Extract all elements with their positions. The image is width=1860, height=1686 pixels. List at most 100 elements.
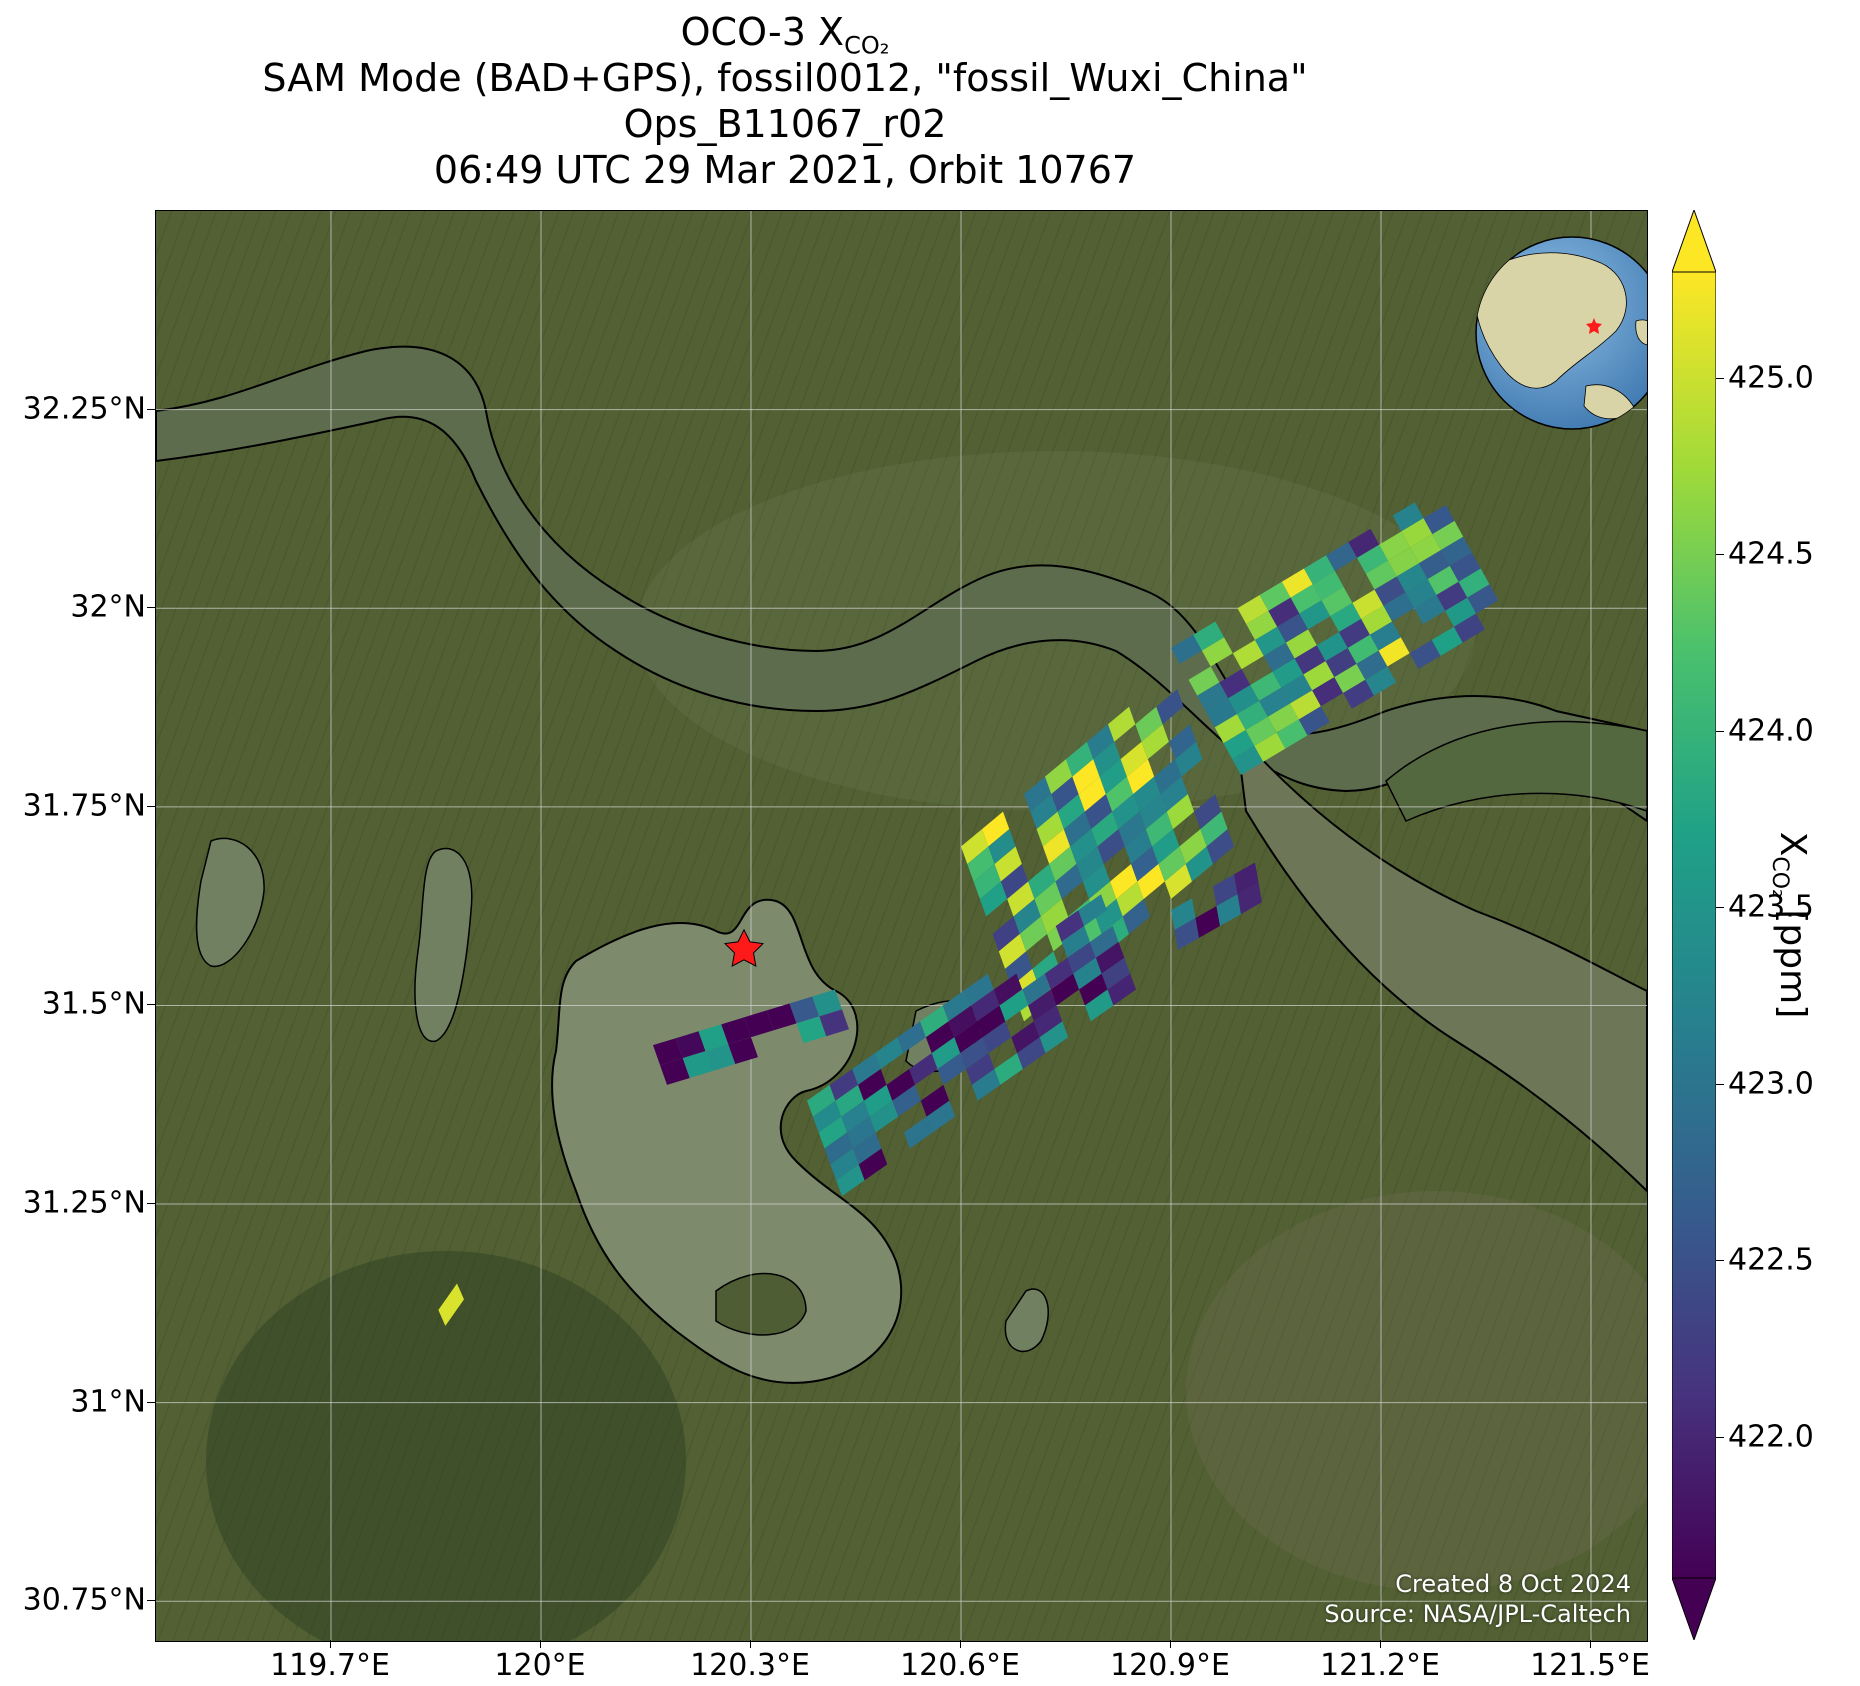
lat-tick (147, 607, 155, 609)
sounding-footprint (1078, 776, 1106, 812)
sounding-footprint (1156, 689, 1184, 725)
sounding-footprint (965, 973, 994, 1006)
sounding-footprint (954, 1021, 983, 1054)
map-panel[interactable]: Created 8 Oct 2024 Source: NASA/JPL-Calt… (155, 210, 1648, 1642)
sounding-footprint (1321, 587, 1353, 617)
sounding-footprint (1418, 549, 1450, 580)
sounding-footprint (675, 1031, 706, 1059)
sounding-footprint (824, 1132, 853, 1165)
sounding-footprint (920, 1084, 950, 1117)
lon-tick (960, 1640, 961, 1648)
sounding-footprint (1017, 1037, 1046, 1069)
sounding-footprint (1066, 741, 1094, 777)
sounding-footprint (858, 1148, 888, 1181)
map-title-line3: Ops_B11067_r02 (623, 102, 947, 146)
sounding-footprint (1188, 666, 1220, 696)
sounding-footprint (1276, 719, 1308, 749)
sounding-footprint (1095, 898, 1123, 934)
sounding-footprint (998, 933, 1027, 969)
lon-tick (1380, 1640, 1381, 1648)
sounding-footprint (1214, 714, 1246, 744)
sounding-footprint (830, 1148, 859, 1181)
sounding-footprint (1255, 626, 1286, 656)
sounding-footprint (835, 1084, 864, 1117)
sounding-footprint (1449, 552, 1481, 582)
sounding-footprint (1194, 794, 1222, 830)
sounding-footprint (1126, 759, 1155, 795)
colorbar-tick (1716, 907, 1724, 909)
sounding-footprint (1379, 531, 1411, 561)
sounding-footprint (1124, 829, 1153, 865)
sounding-footprint (1051, 776, 1079, 812)
sounding-footprint (1216, 894, 1241, 926)
lon-tick-label: 120.9°E (1110, 1648, 1230, 1683)
sounding-footprint (1175, 741, 1203, 777)
sounding-footprint (1079, 973, 1108, 1006)
sounding-footprint (1197, 682, 1229, 712)
credit-text: Created 8 Oct 2024 Source: NASA/JPL-Calt… (1324, 1570, 1631, 1628)
sounding-footprint (1357, 544, 1388, 574)
colorbar-tick-label: 423.5 (1728, 889, 1814, 925)
sounding-footprint (1237, 882, 1262, 915)
sounding-footprint (818, 1116, 848, 1149)
sounding-footprint (1067, 941, 1096, 974)
sounding-footprint (1232, 745, 1264, 776)
sounding-footprint (982, 1021, 1012, 1054)
sounding-footprint (1441, 536, 1472, 566)
sounding-footprint (1294, 645, 1326, 675)
sounding-footprint (705, 1044, 736, 1071)
sounding-footprint (1171, 898, 1196, 930)
sounding-footprint (1185, 846, 1213, 882)
sounding-footprint (1171, 634, 1202, 664)
lon-tick-label: 119.7°E (270, 1648, 390, 1683)
sounding-footprint (1432, 520, 1464, 550)
colorbar-tick (1716, 554, 1724, 556)
yangtze-river (156, 345, 1647, 1193)
sounding-footprint (1141, 724, 1169, 760)
sounding-footprint (1267, 703, 1299, 733)
sounding-footprint (971, 1069, 1001, 1101)
sounding-footprint (1118, 811, 1146, 847)
sounding-footprint (994, 1053, 1023, 1085)
colorbar-extend-min (1672, 1577, 1716, 1640)
lat-tick-label: 32°N (70, 589, 146, 625)
sounding-footprint (937, 1053, 967, 1085)
sounding-footprint (1200, 811, 1228, 847)
sounding-footprint (993, 973, 1023, 1006)
sounding-footprint (682, 1051, 713, 1078)
sounding-footprint (1445, 597, 1477, 627)
sounding-footprint (1281, 568, 1313, 598)
sounding-footprint (1091, 811, 1119, 847)
colorbar-tick-label: 422.5 (1728, 1242, 1814, 1278)
sounding-footprint (1369, 621, 1401, 651)
sounding-footprint (1410, 534, 1442, 564)
sounding-footprint (653, 1038, 683, 1066)
sounding-footprint (852, 1132, 882, 1165)
sounding-footprint (1431, 626, 1463, 656)
sounding-footprint (1135, 706, 1163, 742)
lon-tick (1170, 1640, 1171, 1648)
central-swath (961, 689, 1234, 1022)
map-canvas[interactable] (156, 211, 1647, 1641)
sounding-footprint (1139, 794, 1167, 830)
sounding-footprint (1365, 666, 1397, 696)
sounding-footprint (1019, 916, 1048, 952)
sounding-footprint (874, 1037, 904, 1069)
sounding-footprint (1133, 776, 1161, 812)
sounding-footprint (982, 811, 1010, 847)
sounding-footprint (1174, 918, 1199, 950)
sounding-footprint (926, 1100, 956, 1133)
sounding-footprint (1095, 941, 1125, 974)
sounding-footprint (1073, 957, 1102, 990)
sounding-footprint (1348, 528, 1380, 558)
xco2-soundings[interactable] (438, 502, 1499, 1326)
sounding-footprint (1110, 864, 1138, 899)
sounding-footprint (1254, 732, 1286, 762)
sounding-footprint (988, 829, 1016, 865)
map-title-line4: 06:49 UTC 29 Mar 2021, Orbit 10767 (433, 148, 1137, 192)
colorbar-tick-label: 425.0 (1728, 360, 1814, 396)
sounding-footprint (1137, 864, 1165, 899)
sounding-footprint (1259, 581, 1291, 611)
sounding-footprint (1087, 724, 1115, 760)
sounding-footprint (858, 1069, 887, 1101)
